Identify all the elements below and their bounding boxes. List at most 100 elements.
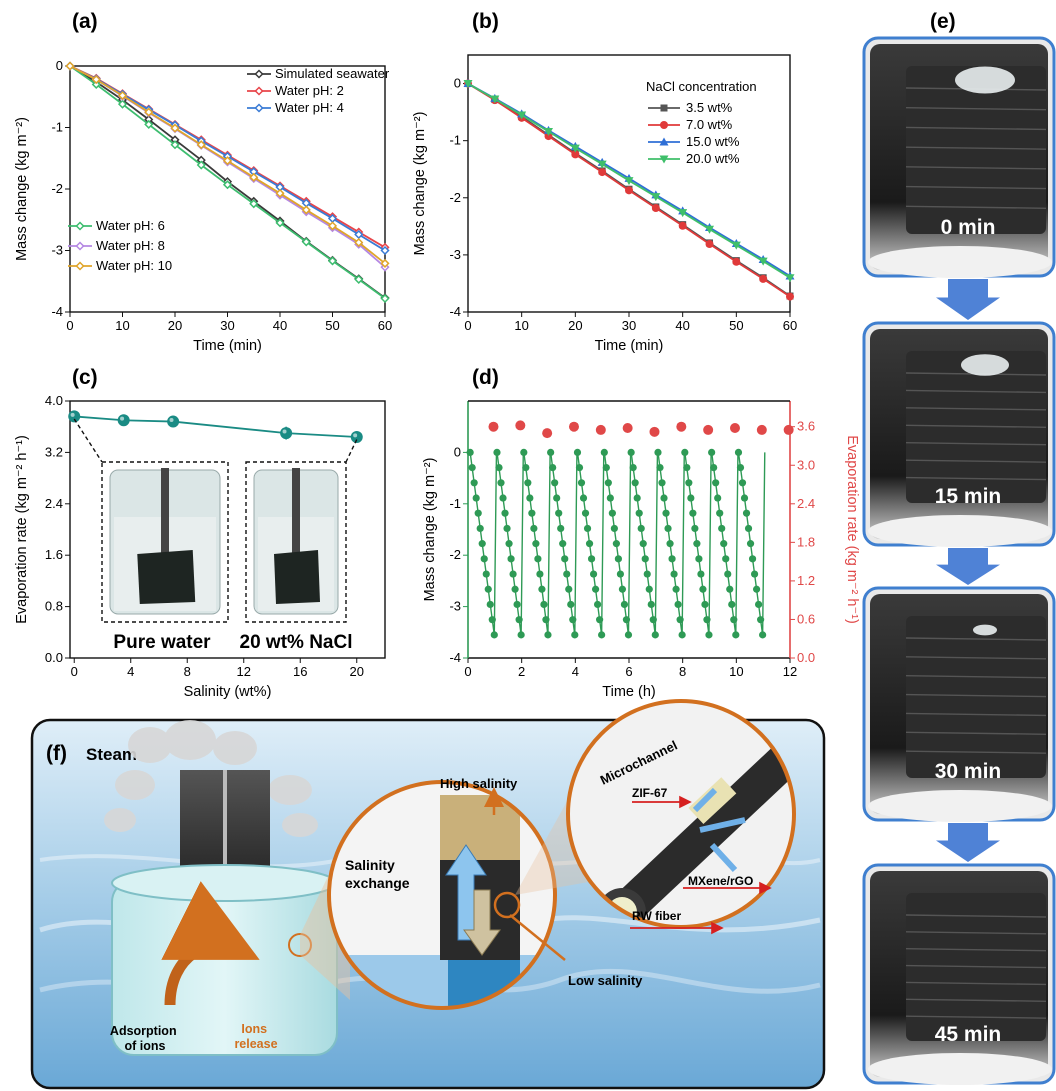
y-right-tick-label: 1.2	[797, 573, 815, 588]
mass-point	[759, 631, 767, 639]
mass-point	[629, 464, 637, 472]
x-tick-label: 8	[679, 664, 686, 679]
adsorption-label: Adsorption of ions	[110, 1024, 180, 1053]
beaker-stick	[161, 468, 169, 563]
mass-point	[708, 448, 716, 456]
y-right-tick-label: 3.6	[797, 419, 815, 434]
cotton-base	[868, 1053, 1052, 1085]
sequence-arrow	[936, 823, 1000, 862]
high-salinity-label: High salinity	[440, 776, 518, 791]
rate-point	[488, 421, 499, 432]
mass-point	[730, 616, 738, 624]
y-left-tick-label: 0	[454, 444, 461, 459]
mass-point	[658, 479, 666, 487]
layer-line	[905, 126, 1047, 131]
mass-point	[596, 616, 604, 624]
data-point	[275, 188, 285, 198]
rw-fiber-label: RW fiber	[632, 909, 681, 923]
mass-point	[610, 524, 618, 533]
mass-point	[744, 524, 753, 533]
rate-point	[676, 421, 687, 432]
panel-label-b: (b)	[472, 10, 499, 33]
data-point	[170, 140, 180, 150]
data-point-highlight	[282, 429, 287, 434]
y-left-tick-label: -1	[449, 496, 461, 511]
legend-marker	[659, 137, 669, 146]
y-right-tick-label: 2.4	[797, 496, 815, 511]
adsorption-line-1: Adsorption	[110, 1024, 177, 1038]
low-salinity-pointer	[509, 914, 566, 961]
mass-point	[689, 509, 697, 517]
mass-point	[602, 464, 610, 472]
data-point	[758, 257, 768, 266]
layer-line	[905, 107, 1047, 111]
zoom-source-circle	[288, 933, 312, 957]
data-point	[301, 205, 311, 215]
microchannel-zoom-circle: Microchannel ZIF-67 MXene/rGO RW fiber	[566, 699, 796, 935]
layer-line	[905, 750, 1047, 754]
data-point	[759, 274, 768, 283]
mass-point	[505, 540, 513, 548]
data-point	[731, 241, 741, 250]
ion-flow-arrows	[692, 787, 746, 873]
salinity-zoom-circle: High salinity Salinity exchange Low sali…	[327, 776, 643, 1010]
salinity-exchange-line-1: Salinity	[345, 857, 395, 873]
fiber-layer-top	[440, 795, 520, 860]
mass-point	[678, 631, 686, 639]
data-point-highlight	[70, 412, 75, 417]
mass-point	[701, 600, 709, 609]
data-point	[65, 61, 75, 71]
mass-point	[569, 616, 577, 624]
legend-label: Water pH: 6	[96, 218, 165, 233]
data-point	[91, 79, 101, 90]
legend-label: 3.5 wt%	[686, 100, 733, 115]
mass-point	[693, 540, 701, 548]
y-tick-label: 3.2	[45, 444, 63, 459]
mass-point	[703, 616, 711, 624]
mass-point	[542, 616, 550, 624]
data-point	[350, 430, 363, 443]
legend-marker	[254, 86, 264, 96]
inset-pointer-left	[73, 418, 103, 463]
mass-point	[627, 448, 635, 456]
x-tick-label: 60	[378, 318, 392, 333]
mass-point	[676, 616, 684, 624]
mass-point	[635, 509, 643, 517]
mass-point	[528, 509, 536, 517]
data-point	[117, 414, 130, 427]
y-tick-label: -3	[449, 247, 461, 262]
x-axis-label: Time (min)	[595, 338, 664, 354]
data-point	[117, 90, 128, 101]
plot-frame	[69, 400, 386, 659]
data-point	[249, 172, 259, 182]
mass-point	[555, 509, 563, 517]
layer-line	[905, 731, 1047, 735]
data-point-highlight	[169, 417, 174, 422]
mass-point	[486, 600, 494, 609]
rate-point	[756, 424, 767, 435]
data-point	[249, 199, 259, 209]
mass-point	[616, 570, 625, 578]
legend-marker	[75, 221, 85, 231]
y-tick-label: -2	[51, 181, 63, 196]
layer-line	[905, 675, 1047, 679]
x-tick-label: 0	[71, 664, 78, 679]
layer-line	[905, 442, 1047, 446]
data-point	[705, 240, 714, 249]
absorber-sample	[137, 550, 196, 604]
legend-marker	[75, 261, 85, 271]
y-tick-label: -1	[449, 133, 461, 148]
data-point-highlight	[120, 416, 125, 421]
mass-point	[668, 555, 676, 563]
absorber-block	[906, 616, 1046, 778]
data-point	[222, 180, 233, 190]
y-left-axis-label: Mass change (kg m⁻²)	[422, 458, 438, 602]
mass-point	[534, 555, 542, 563]
data-point	[144, 107, 154, 117]
mass-point	[726, 585, 734, 593]
mass-point	[664, 524, 672, 533]
zoom-source-circle-2	[493, 891, 521, 919]
zif-label: ZIF-67	[632, 786, 668, 800]
mass-point	[624, 631, 633, 639]
data-point	[463, 80, 473, 89]
